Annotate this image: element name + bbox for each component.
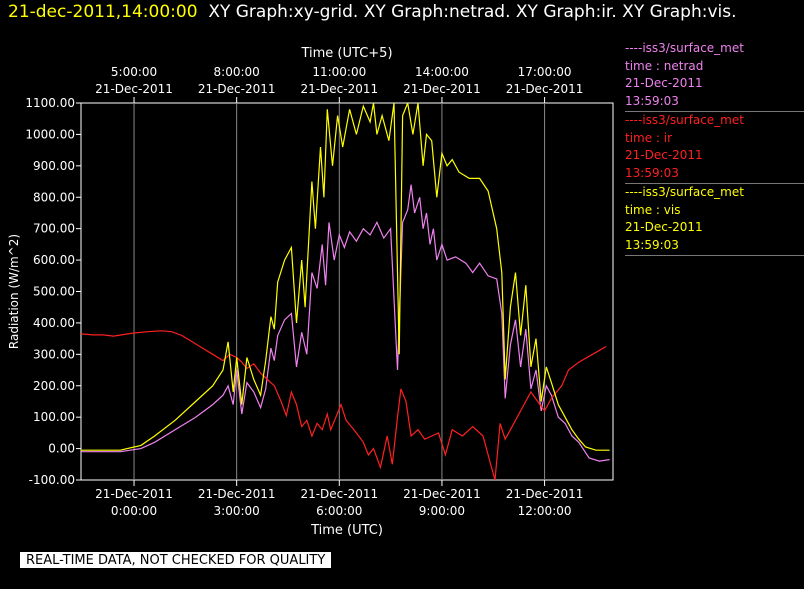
legend-label: time : vis [625, 202, 681, 217]
y-tick-label: 200.00 [33, 379, 75, 393]
x-tick-label-time: 6:00:00 [316, 504, 362, 518]
y-tick-label: 100.00 [33, 410, 75, 424]
y-tick-label: 400.00 [33, 316, 75, 330]
x2-tick-label-date: 21-Dec-2011 [198, 82, 276, 96]
x-tick-label-date: 21-Dec-2011 [403, 487, 481, 501]
x2-axis-label: Time (UTC+5) [300, 46, 392, 61]
legend-divider [625, 255, 804, 256]
header-timestamp: 21-dec-2011,14:00:00 [8, 2, 198, 22]
y-tick-label: 900.00 [33, 159, 75, 173]
x-tick-label-time: 12:00:00 [518, 504, 572, 518]
series-line-vis [81, 103, 610, 451]
x2-tick-label-time: 14:00:00 [415, 65, 469, 79]
x2-tick-label-date: 21-Dec-2011 [300, 82, 378, 96]
x2-tick-label-time: 5:00:00 [111, 65, 157, 79]
quality-warning-banner: REAL-TIME DATA, NOT CHECKED FOR QUALITY [20, 552, 332, 568]
y-axis-label: Radiation (W/m^2) [7, 234, 21, 349]
legend-label: time : ir [625, 130, 673, 145]
series-line-ir [81, 330, 607, 480]
x-tick-label-date: 21-Dec-2011 [300, 487, 378, 501]
x2-tick-label-date: 21-Dec-2011 [403, 82, 481, 96]
y-tick-label: 700.00 [33, 222, 75, 236]
x2-tick-label-time: 17:00:00 [518, 65, 572, 79]
plot-frame [80, 102, 614, 481]
x-tick-label-time: 0:00:00 [111, 504, 157, 518]
header-graph-list: XY Graph:xy-grid. XY Graph:netrad. XY Gr… [208, 2, 737, 22]
y-tick-label: 600.00 [33, 253, 75, 267]
legend-divider [625, 111, 804, 112]
legend-entry-netrad: ----iss3/surface_met time : netrad 21-De… [625, 40, 804, 112]
x2-tick-label-time: 11:00:00 [312, 65, 366, 79]
x-axis-label: Time (UTC) [310, 523, 383, 538]
x-tick-label-date: 21-Dec-2011 [198, 487, 276, 501]
legend-date: 21-Dec-2011 [625, 76, 703, 90]
legend-label: time : netrad [625, 58, 704, 73]
legend-time: 13:59:03 [625, 165, 679, 180]
legend-source: ----iss3/surface_met [625, 113, 744, 127]
legend-divider [625, 183, 804, 184]
legend-date: 21-Dec-2011 [625, 148, 703, 162]
x2-tick-label-time: 8:00:00 [214, 65, 260, 79]
y-tick-label: 500.00 [33, 285, 75, 299]
x-tick-label-date: 21-Dec-2011 [506, 487, 584, 501]
x-tick-label-time: 3:00:00 [214, 504, 260, 518]
y-tick-label: 1000.00 [25, 127, 75, 141]
y-tick-label: 0.00 [48, 442, 75, 456]
y-tick-label: -100.00 [29, 473, 75, 487]
legend-source: ----iss3/surface_met [625, 41, 744, 55]
x2-tick-label-date: 21-Dec-2011 [95, 82, 173, 96]
legend-date: 21-Dec-2011 [625, 220, 703, 234]
y-tick-label: 1100.00 [25, 96, 75, 110]
legend-source: ----iss3/surface_met [625, 185, 744, 199]
chart-header: 21-dec-2011,14:00:00 XY Graph:xy-grid. X… [8, 2, 737, 22]
legend: ----iss3/surface_met time : netrad 21-De… [625, 40, 804, 256]
legend-entry-ir: ----iss3/surface_met time : ir 21-Dec-20… [625, 112, 804, 184]
x-tick-label-time: 9:00:00 [419, 504, 465, 518]
x2-tick-label-date: 21-Dec-2011 [506, 82, 584, 96]
y-tick-label: 300.00 [33, 347, 75, 361]
legend-entry-vis: ----iss3/surface_met time : vis 21-Dec-2… [625, 184, 804, 256]
legend-time: 13:59:03 [625, 237, 679, 252]
legend-time: 13:59:03 [625, 93, 679, 108]
series-line-netrad [81, 184, 610, 462]
x-tick-label-date: 21-Dec-2011 [95, 487, 173, 501]
y-tick-label: 800.00 [33, 190, 75, 204]
